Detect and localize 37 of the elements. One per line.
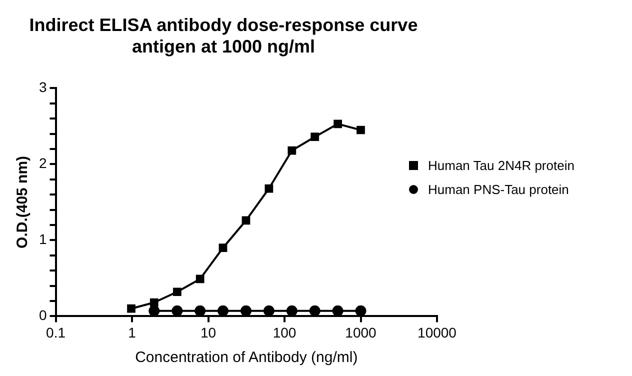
legend-label: Human Tau 2N4R protein [428,158,574,173]
point [334,120,342,128]
point [148,305,160,316]
point [288,146,296,155]
x-axis-title: Concentration of Antibody (ng/ml) [135,349,358,366]
point [218,244,228,252]
point [194,305,206,316]
legend-label: Human PNS-Tau protein [428,182,569,197]
point [309,305,320,316]
point [217,305,228,316]
x-tick-label: 10 [200,324,216,340]
point [242,216,250,225]
point [264,184,274,193]
point [332,305,344,316]
point [355,305,366,316]
y-tick-label: 0 [38,307,47,324]
y-tick-label: 1 [38,231,47,248]
point [356,126,365,134]
text: Indirect ELISA antibody dose-response curve [29,14,418,35]
point [172,305,183,316]
y-axis-title: O.D.(405 nm) [14,156,32,248]
y-tick-label: 3 [38,79,47,96]
text: antigen at 1000 ng/ml [132,36,316,56]
x-tick-label: 0.1 [46,324,66,340]
point [310,132,320,142]
x-tick-label: 1 [128,324,136,340]
x-tick-label: 10000 [418,324,457,340]
point [172,288,182,296]
x-tick-label: 100 [272,324,296,340]
point [127,304,136,313]
point [263,305,274,316]
x-tick-label: 1000 [345,324,377,340]
point [240,305,252,316]
point [286,305,298,316]
point [196,274,204,284]
y-tick-label: 2 [38,155,47,172]
point [150,298,158,307]
